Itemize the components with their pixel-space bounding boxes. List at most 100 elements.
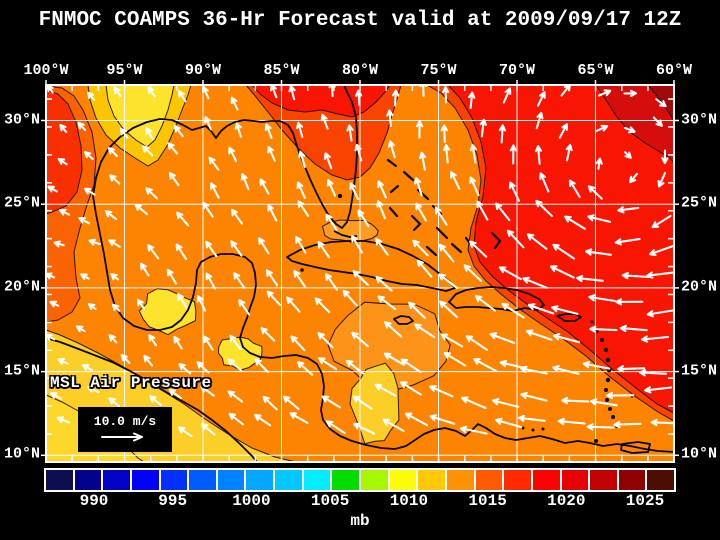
wind-arrow — [296, 361, 314, 376]
wind-arrow — [267, 204, 278, 222]
jamaica-coast — [393, 315, 414, 325]
wind-arrow — [230, 96, 239, 111]
colorbar-cell — [361, 470, 388, 490]
wind-arrow — [400, 358, 422, 374]
colorbar-cell — [532, 470, 560, 490]
wind-arrow — [258, 237, 270, 255]
colorbar-tick-label: 1020 — [547, 492, 586, 510]
wind-arrow — [479, 118, 487, 138]
wind-arrow — [375, 276, 393, 292]
wind-arrow — [469, 143, 477, 164]
wind-arrow — [387, 140, 396, 159]
lon-axis-label: 60°W — [655, 62, 693, 79]
colorbar-tick-label: 1010 — [389, 492, 429, 510]
wind-arrow — [87, 385, 100, 394]
wind-arrow — [434, 206, 448, 226]
wind-arrow — [585, 248, 613, 256]
lat-axis-label: 30°N — [681, 111, 718, 129]
lat-axis-label: 15°N — [3, 362, 40, 380]
wind-arrow — [298, 150, 306, 168]
wind-arrow — [83, 151, 94, 161]
pacific-coast — [46, 337, 258, 462]
wind-arrow — [177, 90, 187, 103]
msl-pressure-label: MSL Air Pressure — [50, 374, 212, 392]
wind-arrow — [205, 240, 218, 258]
wind-arrow — [400, 381, 422, 396]
wind-arrow — [282, 395, 300, 410]
wind-arrow — [617, 365, 646, 373]
wind-arrow — [624, 151, 632, 159]
wind-arrow — [120, 354, 131, 364]
wind-arrow — [551, 305, 579, 315]
wind-arrow — [119, 127, 129, 139]
wind-arrow — [149, 395, 162, 406]
wind-arrow — [429, 385, 454, 398]
wind-arrow — [289, 412, 309, 424]
wind-arrow — [535, 199, 553, 218]
wind-arrow — [587, 214, 612, 223]
wind-arrow — [204, 116, 212, 131]
wind-arrow — [651, 214, 672, 229]
colorbar-tick-label: 1025 — [625, 492, 665, 510]
wind-arrow — [465, 335, 489, 351]
wind-arrow — [588, 294, 617, 303]
lon-axis-label: 70°W — [498, 62, 536, 79]
wind-arrow — [412, 239, 429, 257]
lat-axis-label: 30°N — [3, 111, 40, 129]
wind-arrow — [495, 417, 523, 429]
wind-arrow — [439, 300, 459, 319]
small-island-dot — [603, 347, 609, 353]
wind-arrow — [325, 273, 339, 291]
wind-arrow — [652, 116, 663, 127]
wind-arrow — [59, 123, 68, 134]
wind-arrow — [506, 229, 525, 249]
wind-arrow — [606, 391, 635, 400]
colorbar-cell — [217, 470, 245, 490]
bahamas-island-mark — [386, 158, 398, 168]
wind-arrow — [351, 331, 369, 348]
wind-arrow — [564, 215, 586, 230]
lon-axis-label: 85°W — [263, 62, 300, 79]
wind-arrow — [441, 86, 450, 104]
wind-arrow — [657, 171, 667, 188]
wind-arrow — [173, 125, 184, 138]
wind-arrow — [558, 123, 569, 139]
small-island-dot — [521, 426, 525, 430]
wind-arrow — [489, 332, 516, 345]
wind-arrow — [352, 395, 373, 410]
bahamas-island-mark — [450, 242, 463, 254]
lon-axis-label: 65°W — [577, 62, 614, 79]
wind-arrow — [317, 241, 331, 259]
small-island-dot — [605, 377, 611, 383]
small-island-dot — [604, 388, 608, 392]
wind-arrow — [498, 266, 522, 281]
wind-arrow — [449, 171, 461, 190]
wind-arrow — [234, 122, 242, 138]
colorbar-cell — [246, 470, 274, 490]
wind-arrow — [438, 243, 455, 263]
lon-axis-label: 100°W — [23, 62, 69, 79]
wind-arrow — [260, 327, 276, 342]
wind-arrow — [517, 414, 546, 422]
wind-arrow — [77, 121, 87, 132]
tick-marks — [41, 80, 679, 462]
wind-arrow — [586, 423, 615, 431]
wind-arrow — [254, 358, 269, 374]
wind-arrow — [476, 200, 489, 221]
wind-scale-arrow-icon — [101, 432, 143, 442]
lat-axis-label: 10°N — [681, 445, 718, 463]
wind-arrow — [576, 274, 604, 283]
wind-arrow — [539, 172, 550, 193]
lat-axis-label: 20°N — [3, 278, 40, 296]
wind-arrow — [376, 200, 386, 220]
wind-arrow — [468, 91, 476, 110]
wind-arrow — [166, 268, 178, 285]
wind-arrow — [349, 182, 360, 201]
wind-arrow — [318, 357, 337, 371]
pressure-region-ne-dark-red — [595, 85, 674, 164]
wind-arrow — [414, 323, 436, 339]
wind-arrow — [473, 358, 498, 373]
small-island-dot — [337, 193, 343, 199]
